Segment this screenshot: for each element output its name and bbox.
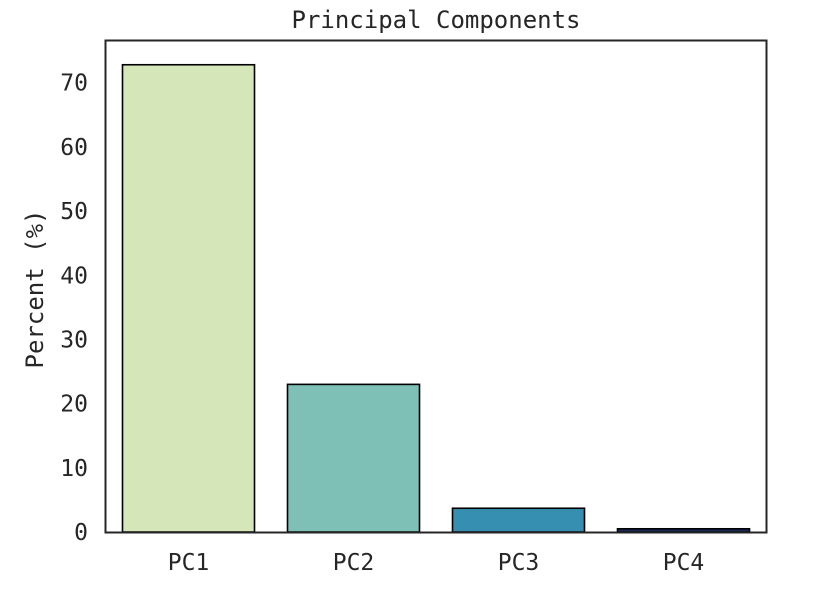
y-tick-label-70: 70	[60, 71, 88, 97]
y-axis-label: Percent (%)	[21, 210, 49, 369]
y-tick-label-50: 50	[60, 199, 88, 225]
x-tick-label-pc2: PC2	[333, 550, 375, 576]
bar-pc1	[121, 63, 256, 533]
x-tick-label-pc1: PC1	[168, 550, 210, 576]
y-tick-label-60: 60	[60, 135, 88, 161]
chart-title: Principal Components	[292, 6, 581, 34]
bar-pc3	[451, 507, 586, 533]
plot-frame	[104, 39, 768, 534]
y-tick-label-40: 40	[60, 263, 88, 289]
x-tick-label-pc4: PC4	[663, 550, 705, 576]
y-tick-label-30: 30	[60, 327, 88, 353]
x-tick-label-pc3: PC3	[498, 550, 540, 576]
bar-pc2	[286, 383, 421, 533]
y-tick-label-0: 0	[74, 520, 88, 546]
y-tick-label-20: 20	[60, 392, 88, 418]
plot-area: PC1 PC2 PC3 PC4 0 10 20 30 40 50 60 70	[60, 63, 751, 576]
y-tick-label-10: 10	[60, 456, 88, 482]
